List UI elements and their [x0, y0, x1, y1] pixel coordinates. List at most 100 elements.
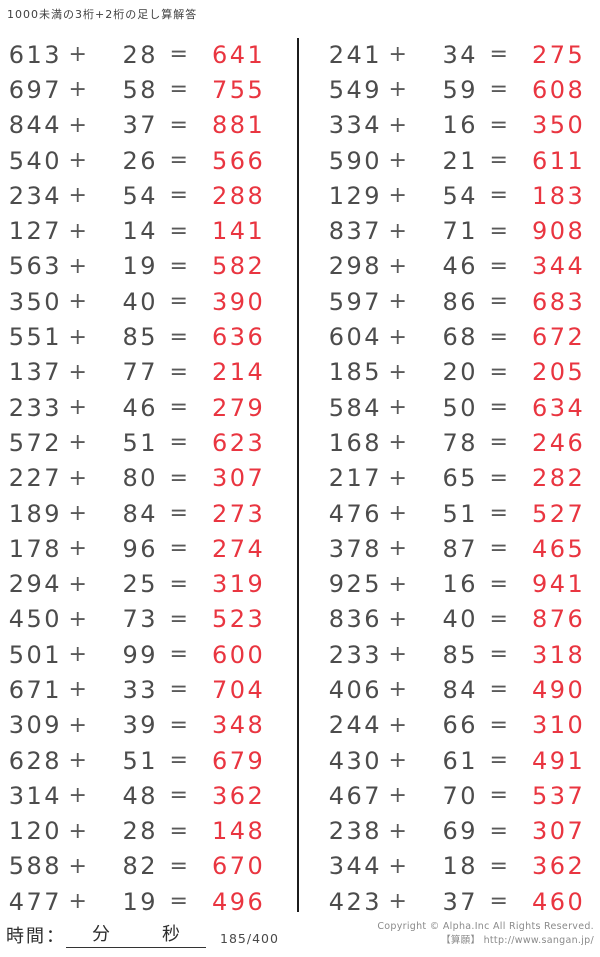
answer-value: 307 [212, 464, 266, 493]
problem-row: 185 +20 = 205 [328, 355, 592, 390]
problem-row: 178 +96 = 274 [8, 531, 272, 566]
operand-b: 58 [122, 75, 158, 104]
problem-row: 613 +28 = 641 [8, 37, 272, 72]
operand-a: 836 [328, 605, 382, 634]
problem-row: 294 +25 = 319 [8, 566, 272, 601]
operand-b: 82 [122, 852, 158, 881]
plus-operator: + [68, 853, 90, 879]
operand-a: 604 [328, 323, 382, 352]
operand-b: 61 [442, 746, 478, 775]
operand-b: 34 [442, 40, 478, 69]
plus-operator: + [68, 112, 90, 138]
plus-operator: + [68, 536, 90, 562]
answer-value: 183 [532, 181, 586, 210]
problem-row: 168 +78 = 246 [328, 425, 592, 460]
equals-sign: = [489, 501, 511, 526]
problem-row: 189 +84 = 273 [8, 496, 272, 531]
answer-value: 683 [532, 287, 586, 316]
answer-value: 490 [532, 675, 586, 704]
operand-b: 18 [442, 852, 478, 881]
equals-sign: = [489, 677, 511, 703]
operand-b: 51 [122, 746, 158, 775]
operand-a: 450 [8, 605, 62, 634]
operand-a: 168 [328, 428, 382, 457]
equals-sign: = [489, 748, 511, 774]
equals-sign: = [169, 642, 191, 668]
operand-b: 19 [122, 887, 158, 916]
operand-b: 14 [122, 217, 158, 246]
equals-sign: = [489, 253, 511, 279]
equals-sign: = [489, 465, 511, 491]
equals-sign: = [489, 289, 511, 315]
sheet-number: 185/400 [220, 931, 279, 946]
equals-sign: = [489, 148, 511, 174]
operand-a: 298 [328, 252, 382, 281]
plus-operator: + [388, 324, 410, 350]
equals-sign: = [489, 324, 511, 350]
operand-b: 26 [122, 146, 158, 175]
problem-row: 501 +99 = 600 [8, 637, 272, 672]
equals-sign: = [489, 536, 511, 562]
plus-operator: + [388, 289, 410, 315]
answer-value: 672 [532, 323, 586, 352]
equals-sign: = [169, 430, 191, 456]
plus-operator: + [388, 253, 410, 279]
equals-sign: = [169, 112, 191, 138]
equals-sign: = [169, 889, 191, 915]
operand-b: 54 [442, 181, 478, 210]
operand-a: 925 [328, 570, 382, 599]
operand-b: 16 [442, 111, 478, 140]
operand-b: 73 [122, 605, 158, 634]
equals-sign: = [169, 536, 191, 562]
operand-a: 540 [8, 146, 62, 175]
plus-operator: + [68, 359, 90, 385]
answer-value: 636 [212, 323, 266, 352]
operand-b: 86 [442, 287, 478, 316]
equals-sign: = [489, 889, 511, 915]
copyright-line2: 【算願】 http://www.sangan.jp/ [441, 935, 594, 946]
operand-a: 244 [328, 711, 382, 740]
operand-a: 334 [328, 111, 382, 140]
operand-b: 25 [122, 570, 158, 599]
operand-b: 68 [442, 323, 478, 352]
problem-row: 137 +77 = 214 [8, 355, 272, 390]
operand-a: 233 [8, 393, 62, 422]
operand-a: 477 [8, 887, 62, 916]
operand-a: 467 [328, 781, 382, 810]
answer-value: 941 [532, 570, 586, 599]
plus-operator: + [68, 465, 90, 491]
operand-b: 69 [442, 817, 478, 846]
operand-a: 549 [328, 75, 382, 104]
operand-b: 39 [122, 711, 158, 740]
answer-value: 881 [212, 111, 266, 140]
plus-operator: + [68, 148, 90, 174]
operand-b: 84 [442, 675, 478, 704]
answer-value: 390 [212, 287, 266, 316]
operand-a: 233 [328, 640, 382, 669]
operand-b: 48 [122, 781, 158, 810]
operand-a: 294 [8, 570, 62, 599]
answer-value: 523 [212, 605, 266, 634]
operand-b: 37 [122, 111, 158, 140]
plus-operator: + [388, 465, 410, 491]
page-title: 1000未満の3桁+2桁の足し算解答 [7, 8, 198, 21]
equals-sign: = [169, 395, 191, 421]
operand-a: 227 [8, 464, 62, 493]
time-entry: 時間： 分 秒 185/400 [6, 920, 279, 948]
plus-operator: + [68, 748, 90, 774]
plus-operator: + [388, 571, 410, 597]
operand-a: 378 [328, 534, 382, 563]
equals-sign: = [489, 818, 511, 844]
operand-a: 127 [8, 217, 62, 246]
operand-b: 65 [442, 464, 478, 493]
answer-value: 310 [532, 711, 586, 740]
equals-sign: = [489, 218, 511, 244]
minutes-label: 分 [92, 924, 110, 944]
plus-operator: + [68, 818, 90, 844]
operand-a: 671 [8, 675, 62, 704]
equals-sign: = [169, 677, 191, 703]
plus-operator: + [388, 395, 410, 421]
answer-value: 362 [532, 852, 586, 881]
answer-value: 755 [212, 75, 266, 104]
